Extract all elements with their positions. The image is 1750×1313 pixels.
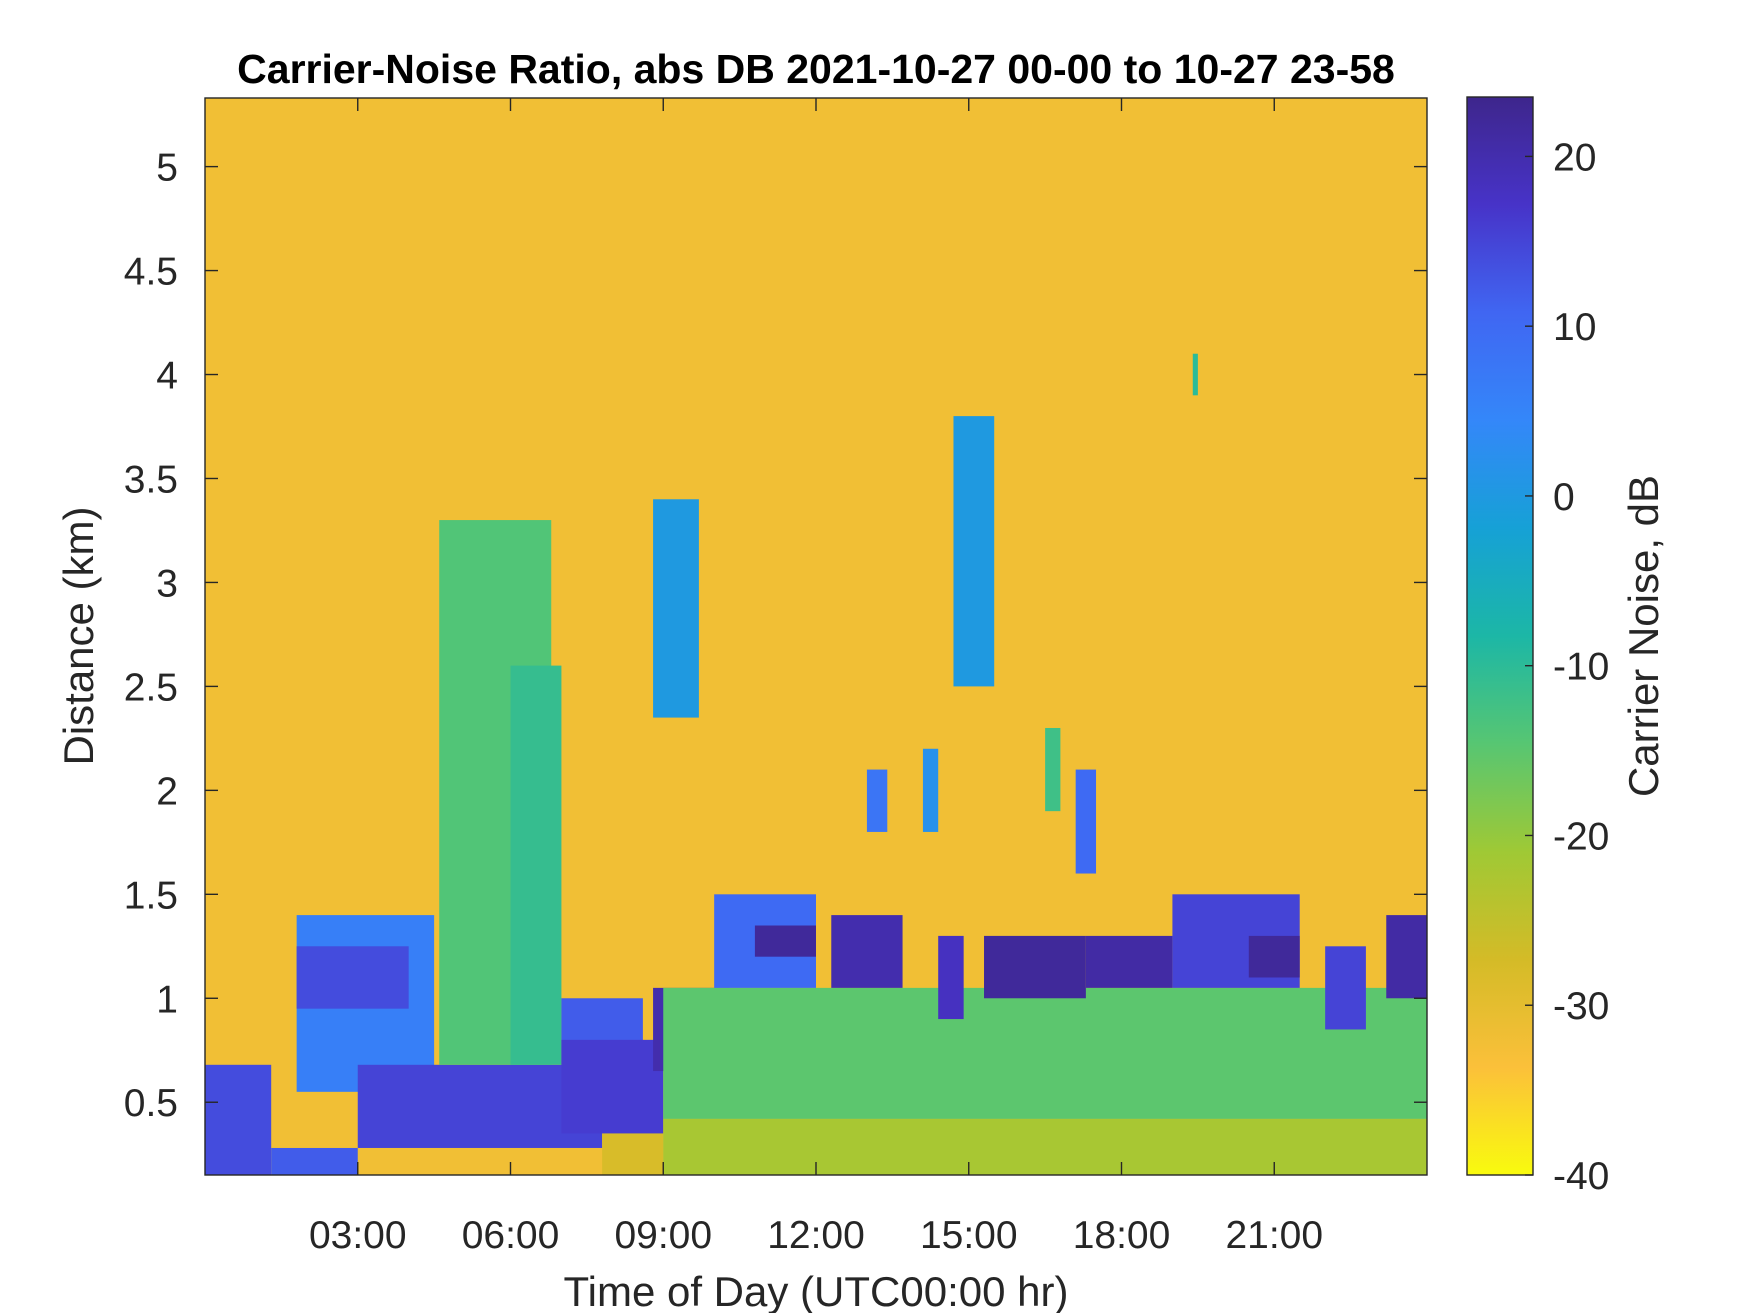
- x-tick-label-5: 18:00: [1073, 1214, 1171, 1257]
- heatmap-region-12: [663, 1118, 1427, 1175]
- colorbar-tick-label-0: -40: [1553, 1155, 1609, 1198]
- colorbar-tick-label-3: -10: [1553, 646, 1609, 689]
- colorbar-tick-label-6: 20: [1553, 136, 1596, 179]
- x-tick-labels: 03:00 06:00 09:00 12:00 15:00 18:00 21:00: [309, 1214, 1323, 1257]
- heatmap-region-29: [1192, 353, 1198, 396]
- heatmap-region-6: [510, 665, 562, 1065]
- plot-area: [204, 97, 1428, 1176]
- heatmap-region-13: [663, 987, 1427, 1119]
- y-tick-label-5: 3: [156, 562, 178, 605]
- heatmap-region-15: [754, 925, 816, 957]
- colorbar-tick-label-2: -20: [1553, 815, 1609, 858]
- x-tick-label-4: 15:00: [920, 1214, 1018, 1257]
- x-tick-label-2: 09:00: [614, 1214, 712, 1257]
- y-tick-label-0: 0.5: [124, 1082, 178, 1125]
- x-tick-label-0: 03:00: [309, 1214, 407, 1257]
- heatmap-region-18: [984, 935, 1086, 999]
- x-axis-label: Time of Day (UTC00:00 hr): [564, 1268, 1069, 1313]
- heatmap-region-23: [1386, 915, 1427, 999]
- y-tick-label-6: 3.5: [124, 458, 178, 501]
- heatmap-region-11: [653, 499, 699, 718]
- colorbar: -40 -30 -20 -10 0 10 20 Carrier Noise, dB: [1466, 96, 1667, 1198]
- heatmap-region-16: [831, 915, 903, 988]
- heatmap-region-19: [1085, 935, 1173, 988]
- heatmap-region-28: [1075, 769, 1097, 874]
- heatmap-region-26: [922, 748, 939, 832]
- colorbar-ticks: -40 -30 -20 -10 0 10 20: [1525, 136, 1609, 1198]
- heatmap-region-21: [1248, 935, 1300, 978]
- heatmap-cells: [205, 353, 1427, 1175]
- y-axis-label: Distance (km): [55, 506, 102, 765]
- plot-frame: [204, 97, 1428, 1176]
- colorbar-tick-label-4: 0: [1553, 476, 1575, 519]
- y-tick-label-9: 5: [156, 147, 178, 190]
- heatmap-region-25: [866, 769, 888, 832]
- colorbar-label: Carrier Noise, dB: [1620, 475, 1667, 797]
- y-tick-label-8: 4.5: [124, 251, 178, 294]
- y-tick-label-3: 2: [156, 770, 178, 813]
- y-tick-label-7: 4: [156, 355, 178, 398]
- heatmap-region-0: [205, 1064, 272, 1175]
- heatmap-region-3: [296, 946, 409, 1009]
- colorbar-gradient: [1466, 96, 1534, 1176]
- y-tick-label-2: 1.5: [124, 874, 178, 917]
- x-tick-label-1: 06:00: [462, 1214, 560, 1257]
- axis-tick-marks: [205, 98, 1427, 1175]
- heatmap-region-1: [271, 1147, 358, 1175]
- heatmap-region-17: [938, 935, 964, 1020]
- colorbar-tick-label-1: -30: [1553, 985, 1609, 1028]
- y-tick-label-4: 2.5: [124, 666, 178, 709]
- y-tick-labels: 0.5 1 1.5 2 2.5 3 3.5 4 4.5 5: [124, 147, 178, 1126]
- heatmap-region-9: [561, 1039, 664, 1134]
- x-tick-label-6: 21:00: [1225, 1214, 1323, 1257]
- x-tick-label-3: 12:00: [767, 1214, 865, 1257]
- y-tick-label-1: 1: [156, 978, 178, 1021]
- heatmap-region-27: [1045, 727, 1061, 812]
- colorbar-tick-label-5: 10: [1553, 306, 1596, 349]
- heatmap-region-24: [953, 416, 995, 687]
- chart-title: Carrier-Noise Ratio, abs DB 2021-10-27 0…: [237, 46, 1395, 92]
- heatmap-region-22: [1325, 946, 1366, 1030]
